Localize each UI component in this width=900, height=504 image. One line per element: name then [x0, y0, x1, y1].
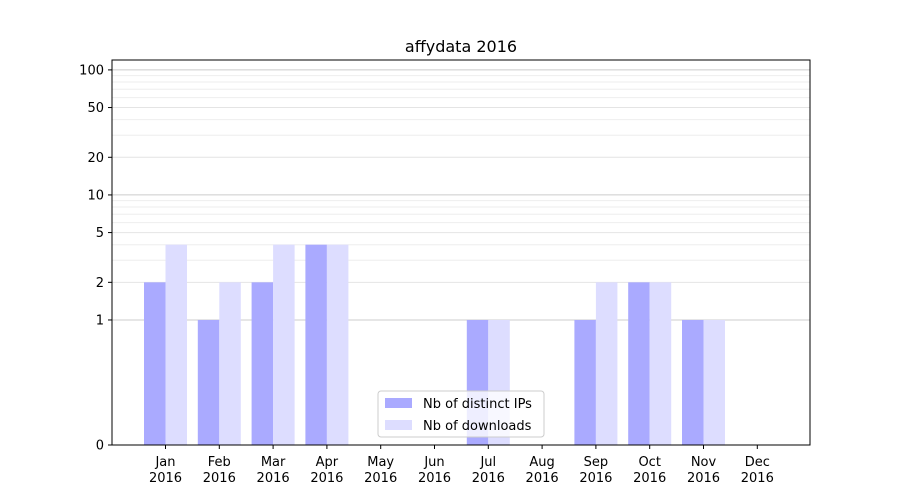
bar-downloads-nov — [703, 319, 725, 445]
x-tick-label-month: Mar — [261, 455, 286, 470]
bar-distinct-ips-feb — [197, 319, 220, 445]
x-tick-label-year: 2016 — [741, 471, 774, 486]
x-tick-label-year: 2016 — [364, 471, 397, 486]
bar-downloads-jan — [165, 244, 187, 445]
x-tick-label-year: 2016 — [418, 471, 451, 486]
bar-distinct-ips-oct — [628, 282, 650, 445]
x-tick-label-year: 2016 — [149, 471, 182, 486]
x-tick-label-year: 2016 — [257, 471, 290, 486]
x-tick-label-month: May — [367, 455, 394, 470]
bar-distinct-ips-jan — [144, 282, 166, 445]
y-tick-label: 5 — [96, 226, 104, 241]
bar-downloads-oct — [649, 282, 672, 445]
x-tick-label-year: 2016 — [472, 471, 505, 486]
x-tick-label-month: Jul — [479, 455, 496, 470]
x-tick-label-year: 2016 — [310, 471, 343, 486]
chart-title: affydata 2016 — [405, 37, 517, 56]
y-tick-label: 2 — [96, 276, 104, 291]
y-axis: 0 1 2 5 10 20 50 100 — [79, 63, 112, 454]
legend-box — [377, 390, 545, 438]
legend-label-distinct-ips: Nb of distinct IPs — [423, 397, 532, 412]
plot-frame — [111, 59, 811, 446]
x-tick-label-month: Jun — [423, 455, 444, 470]
x-tick-label-month: Dec — [745, 455, 770, 470]
x-tick-label-year: 2016 — [203, 471, 236, 486]
bar-downloads-apr — [326, 244, 349, 445]
bar-distinct-ips-sep — [574, 319, 596, 445]
x-tick-label-month: Nov — [691, 455, 717, 470]
y-tick-label: 10 — [87, 188, 104, 203]
x-tick-label-year: 2016 — [579, 471, 612, 486]
x-tick-label-month: Apr — [316, 455, 339, 470]
bar-distinct-ips-mar — [251, 282, 274, 445]
grid — [112, 69, 810, 321]
bar-downloads-mar — [273, 244, 295, 445]
x-tick-label-year: 2016 — [687, 471, 720, 486]
y-tick-label: 1 — [96, 313, 104, 328]
legend-label-downloads: Nb of downloads — [423, 419, 532, 434]
x-tick-label-year: 2016 — [633, 471, 666, 486]
legend-swatch-distinct-ips — [385, 398, 412, 408]
legend: Nb of distinct IPs Nb of downloads — [377, 390, 545, 438]
x-tick-label-year: 2016 — [526, 471, 559, 486]
x-tick-label-month: Sep — [584, 455, 609, 470]
y-tick-label: 20 — [87, 151, 104, 166]
x-axis: Jan2016Feb2016Mar2016Apr2016May2016Jun20… — [149, 445, 774, 486]
x-tick-label-month: Feb — [208, 455, 231, 470]
x-tick-label-month: Jan — [154, 455, 175, 470]
bar-distinct-ips-apr — [305, 244, 327, 445]
bar-downloads-feb — [219, 282, 241, 445]
bars — [144, 244, 725, 445]
y-tick-label: 100 — [79, 63, 104, 78]
bar-distinct-ips-nov — [682, 319, 704, 445]
legend-swatch-downloads — [385, 420, 412, 430]
x-tick-label-month: Aug — [529, 455, 554, 470]
x-tick-label-month: Oct — [638, 455, 660, 470]
y-tick-label: 50 — [87, 101, 104, 116]
bar-downloads-sep — [595, 282, 618, 445]
y-tick-label: 0 — [96, 439, 104, 454]
